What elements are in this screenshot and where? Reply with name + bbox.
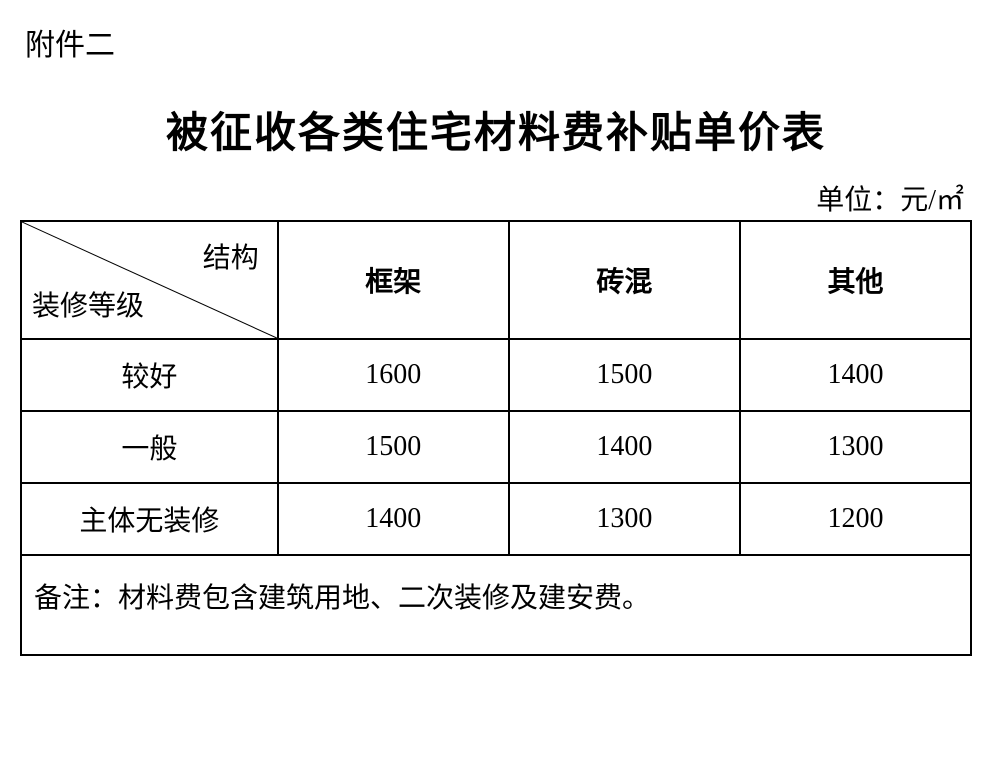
data-cell: 1300 bbox=[509, 483, 740, 555]
table-row: 主体无装修 1400 1300 1200 bbox=[21, 483, 971, 555]
column-header: 框架 bbox=[278, 221, 509, 339]
data-cell: 1400 bbox=[740, 339, 971, 411]
note-cell: 备注：材料费包含建筑用地、二次装修及建安费。 bbox=[21, 555, 971, 655]
table-row: 一般 1500 1400 1300 bbox=[21, 411, 971, 483]
data-cell: 1500 bbox=[509, 339, 740, 411]
data-cell: 1200 bbox=[740, 483, 971, 555]
diagonal-bottom-label: 装修等级 bbox=[32, 284, 144, 324]
unit-label: 单位：元/㎡ bbox=[20, 178, 972, 218]
data-cell: 1600 bbox=[278, 339, 509, 411]
column-header: 砖混 bbox=[509, 221, 740, 339]
row-label: 一般 bbox=[21, 411, 278, 483]
data-cell: 1400 bbox=[278, 483, 509, 555]
table-header-row: 结构 装修等级 框架 砖混 其他 bbox=[21, 221, 971, 339]
row-label: 较好 bbox=[21, 339, 278, 411]
price-table: 结构 装修等级 框架 砖混 其他 较好 1600 1500 1400 一般 15… bbox=[20, 220, 972, 656]
row-label: 主体无装修 bbox=[21, 483, 278, 555]
column-header: 其他 bbox=[740, 221, 971, 339]
note-row: 备注：材料费包含建筑用地、二次装修及建安费。 bbox=[21, 555, 971, 655]
table-row: 较好 1600 1500 1400 bbox=[21, 339, 971, 411]
data-cell: 1400 bbox=[509, 411, 740, 483]
diagonal-top-label: 结构 bbox=[203, 236, 259, 276]
data-cell: 1500 bbox=[278, 411, 509, 483]
page-title: 被征收各类住宅材料费补贴单价表 bbox=[20, 99, 972, 160]
annex-label: 附件二 bbox=[25, 20, 972, 64]
price-table-wrapper: 结构 装修等级 框架 砖混 其他 较好 1600 1500 1400 一般 15… bbox=[20, 220, 972, 656]
diagonal-header-cell: 结构 装修等级 bbox=[21, 221, 278, 339]
data-cell: 1300 bbox=[740, 411, 971, 483]
